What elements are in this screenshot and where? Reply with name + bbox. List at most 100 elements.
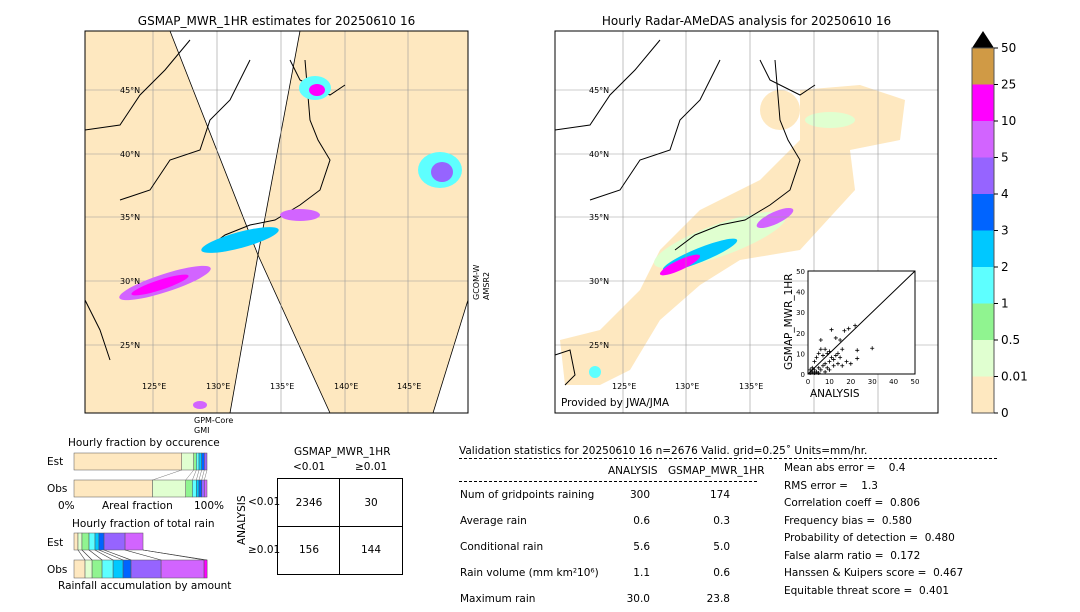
- total-rain-est-segment: [81, 532, 90, 551]
- swath-label-gpm: GPM-Core: [194, 416, 234, 425]
- swath-label-gmi: GMI: [194, 426, 210, 435]
- colorbar-segment: [972, 267, 994, 304]
- occurrence-obs-segment: [196, 479, 200, 498]
- right-lat-30: 30°N: [589, 277, 610, 286]
- validation-row-analysis: 0.6: [633, 515, 650, 527]
- occurrence-obs-segment: [73, 479, 153, 498]
- colorbar-tick-label: 0.01: [1001, 370, 1028, 384]
- cell-false-alarm: 30: [364, 497, 378, 509]
- scatter-point: [827, 349, 832, 354]
- validation-col-gsmap: GSMAP_MWR_1HR: [668, 465, 765, 477]
- occurrence-est-segment: [181, 452, 194, 471]
- right-lon-125: 125°E: [612, 382, 637, 391]
- total-rain-obs-segment: [122, 559, 132, 579]
- scatter-point: [827, 359, 832, 364]
- occurrence-est-segment: [73, 452, 182, 471]
- right-lat-25: 25°N: [589, 341, 610, 350]
- scatter-xtick: 40: [889, 378, 898, 386]
- scatter-xtick: 30: [868, 378, 877, 386]
- total-rain-connector: [77, 549, 86, 561]
- left-lon-135: 135°E: [270, 382, 295, 391]
- total-rain-obs-segment: [203, 559, 208, 579]
- colorbar-segment: [972, 340, 994, 377]
- left-precip: [119, 76, 462, 409]
- scatter-point: [823, 347, 828, 352]
- occurrence-est-segment: [201, 452, 205, 471]
- total-rain-connector: [124, 549, 162, 561]
- scatter-point: [818, 367, 823, 372]
- total-rain-obs-segment: [91, 559, 103, 579]
- scatter-point: [810, 369, 815, 374]
- validation-row-analysis: 300: [629, 489, 650, 501]
- occurrence-connector: [198, 469, 202, 481]
- scatter-point: [833, 353, 838, 358]
- validation-row-gsmap: 23.8: [706, 593, 730, 605]
- contingency-col-1: ≥0.01: [355, 461, 388, 473]
- colorbar-segment: [972, 230, 994, 267]
- occurrence-connector: [152, 469, 182, 481]
- validation-row-analysis: 5.6: [633, 541, 650, 553]
- colorbar-extend-arrow: [972, 31, 994, 48]
- scatter-point: [870, 346, 875, 351]
- contingency-row-0: <0.01: [248, 496, 281, 508]
- scatter-xlabel: ANALYSIS: [810, 388, 860, 400]
- scatter-xtick: 20: [846, 378, 855, 386]
- one-to-one-line: [807, 270, 916, 375]
- occurrence-est-segment: [196, 452, 200, 471]
- colorbar-tick-label: 5: [1001, 151, 1009, 165]
- scatter-xtick: 50: [911, 378, 920, 386]
- scatter-point: [820, 363, 825, 368]
- scatter-point: [831, 357, 836, 362]
- data-credit: Provided by JWA/JMA: [561, 397, 670, 409]
- occurrence-obs-segment: [201, 479, 205, 498]
- scatter-point: [855, 356, 860, 361]
- scatter-point: [838, 338, 843, 343]
- validation-score: RMS error = 1.3: [784, 479, 878, 492]
- scatter-point: [838, 355, 843, 360]
- total-rain-obs-segment: [112, 559, 124, 579]
- scatter-ytick: 40: [796, 289, 805, 297]
- occurrence-connector: [204, 469, 208, 481]
- scatter-point: [810, 365, 815, 370]
- contingency-row-1: ≥0.01: [248, 544, 281, 556]
- scatter-ylabel: GSMAP_MWR_1HR: [783, 273, 795, 370]
- validation-row-label: Maximum rain: [460, 593, 536, 605]
- scatter-point: [814, 355, 819, 360]
- scatter-point: [829, 327, 834, 332]
- validation-row-analysis: 1.1: [633, 567, 650, 579]
- total-rain-est-segment: [77, 532, 83, 551]
- colorbar-segment: [972, 157, 994, 194]
- scatter-point: [846, 326, 851, 331]
- scatter-point: [818, 338, 823, 343]
- scatter-point: [835, 361, 840, 366]
- contingency-row-title: ANALYSIS: [236, 495, 248, 545]
- colorbar-segment: [972, 303, 994, 340]
- occurrence-xlabel: Areal fraction: [102, 500, 173, 512]
- validation-row-analysis: 30.0: [626, 593, 650, 605]
- total-rain-connector: [88, 549, 103, 561]
- total-rain-connector: [98, 549, 124, 561]
- right-lon-130: 130°E: [675, 382, 700, 391]
- colorbar-tick-label: 4: [1001, 187, 1009, 201]
- occurrence-connector: [201, 469, 205, 481]
- occurrence-connector: [196, 469, 200, 481]
- validation-row-gsmap: 0.6: [713, 567, 730, 579]
- left-lat-25: 25°N: [120, 341, 141, 350]
- colorbar-segment: [972, 194, 994, 231]
- validation-row-gsmap: 174: [709, 489, 730, 501]
- contingency-table: 2346 30 156 144: [277, 478, 403, 575]
- scatter-point: [816, 351, 821, 356]
- scatter-point: [820, 353, 825, 358]
- left-lon-125: 125°E: [142, 382, 167, 391]
- left-lon-145: 145°E: [397, 382, 422, 391]
- scatter-point: [848, 361, 853, 366]
- scatter-ytick: 0: [801, 371, 805, 379]
- validation-row-gsmap: 5.0: [713, 541, 730, 553]
- colorbar-tick-label: 1: [1001, 297, 1009, 311]
- cell-miss: 156: [298, 544, 320, 556]
- occurrence-x-left: 0%: [58, 500, 75, 512]
- scatter-point: [855, 348, 860, 353]
- right-precip: [589, 112, 855, 378]
- validation-score: Hanssen & Kuipers score = 0.467: [784, 567, 964, 579]
- occurrence-est-label: Est: [47, 456, 64, 468]
